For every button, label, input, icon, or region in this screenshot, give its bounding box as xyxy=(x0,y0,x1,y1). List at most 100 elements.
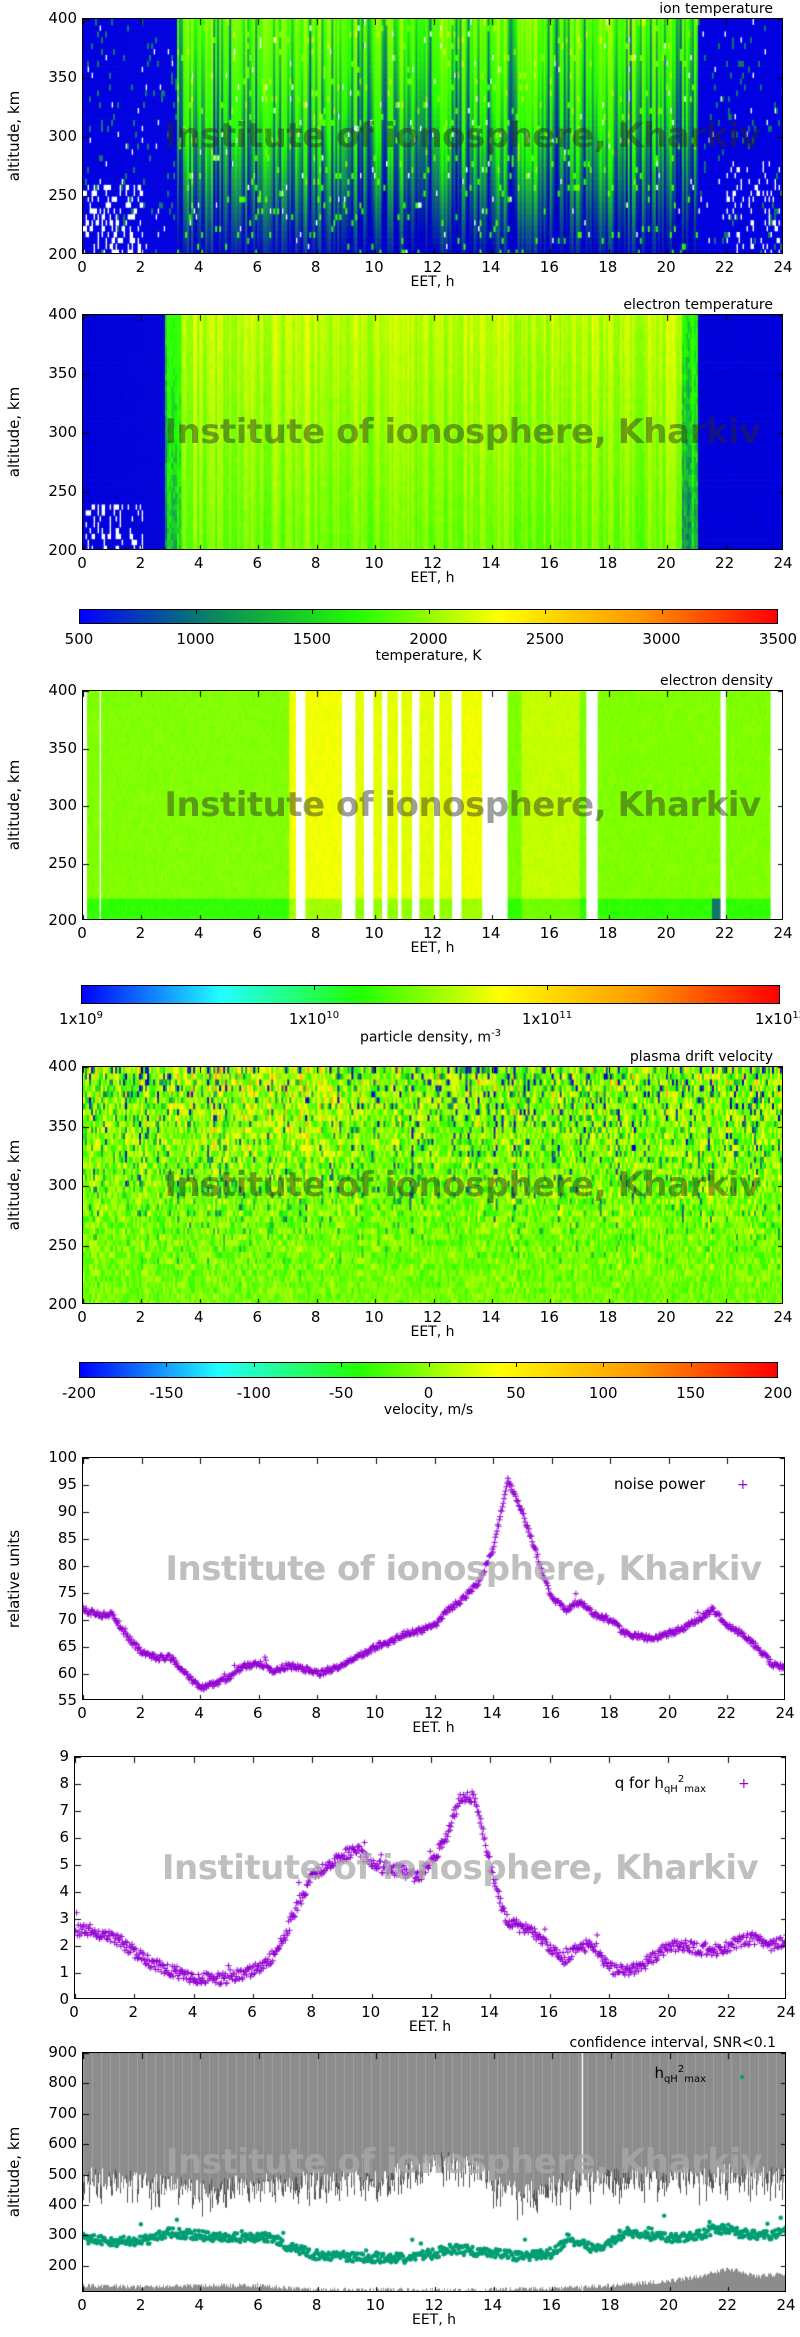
legend-sub: qH xyxy=(663,1784,678,1795)
colorbar-tick xyxy=(547,986,548,990)
colorbar-tick xyxy=(314,986,315,990)
legend-sup: 2 xyxy=(677,1774,685,1785)
y-tick-label: 8 xyxy=(59,1774,69,1792)
y-tick-label: 350 xyxy=(48,364,77,382)
y-tick-label: 200 xyxy=(48,1295,77,1313)
x-tick-label: 0 xyxy=(77,1308,87,1326)
x-tick-label: 4 xyxy=(194,1704,204,1722)
x-tick-label: 18 xyxy=(598,924,618,942)
y-axis-label: altitude, km xyxy=(5,2126,23,2218)
colorbar-tick xyxy=(253,1363,255,1367)
x-tick-label: 0 xyxy=(77,1704,87,1722)
x-tick-label: 2 xyxy=(135,258,146,276)
colorbar-tick xyxy=(166,1363,168,1367)
x-tick-label: 16 xyxy=(539,924,559,942)
x-tick-label: 8 xyxy=(311,2296,322,2314)
plot-canvas xyxy=(83,315,782,549)
x-tick-label: 4 xyxy=(194,924,204,942)
colorbar-tick xyxy=(341,1363,343,1367)
colorbar-velocity-colorbar xyxy=(79,1362,778,1378)
y-tick-label: 350 xyxy=(48,738,77,757)
colorbar-label-exponent: -3 xyxy=(491,1028,502,1039)
colorbar-tick xyxy=(661,610,663,614)
x-tick-label: 8 xyxy=(310,554,321,572)
x-tick-label: 18 xyxy=(598,258,618,276)
x-tick-label: 14 xyxy=(481,1308,501,1326)
chart-title: ion temperature xyxy=(659,1,773,17)
x-tick-label: 14 xyxy=(482,1704,502,1722)
colorbar-tick xyxy=(515,1363,517,1367)
x-tick-label: 24 xyxy=(775,1704,795,1722)
x-tick-label: 18 xyxy=(599,1704,619,1722)
y-tick-label: 75 xyxy=(57,1583,77,1601)
x-tick-label: 24 xyxy=(776,2003,796,2021)
y-tick-label: 250 xyxy=(48,853,77,872)
plot-area-plasma-drift-velocity xyxy=(82,1066,783,1304)
tick-exponent: 12 xyxy=(792,1010,800,1021)
colorbar-tick-label: 3000 xyxy=(642,630,681,648)
x-tick-label: 24 xyxy=(773,924,793,942)
colorbar-tick-label: 500 xyxy=(64,630,94,648)
x-tick-label: 6 xyxy=(252,924,263,942)
legend-entry: noise power xyxy=(614,1475,705,1493)
plot-area-q-for-h xyxy=(74,1756,786,1999)
y-tick-label: 400 xyxy=(48,1057,77,1075)
y-tick-label: 350 xyxy=(48,1116,77,1135)
x-tick-label: 8 xyxy=(310,1308,321,1326)
colorbar-tick xyxy=(312,610,313,614)
x-tick-label: 8 xyxy=(311,1704,322,1722)
x-tick-label: 20 xyxy=(658,1704,678,1722)
y-tick-label: 60 xyxy=(57,1664,77,1682)
x-tick-label: 10 xyxy=(364,1308,384,1326)
tick-base: 1x10 xyxy=(754,1010,793,1028)
colorbar-label: temperature, K xyxy=(375,648,481,664)
y-tick-label: 400 xyxy=(48,305,77,323)
colorbar-tick xyxy=(545,610,546,614)
plot-area-noise-power xyxy=(82,1457,785,1700)
x-tick-label: 6 xyxy=(252,1704,263,1722)
x-tick-label: 16 xyxy=(539,2003,559,2021)
y-axis-label: altitude, km xyxy=(5,1139,23,1231)
x-tick-label: 20 xyxy=(656,258,676,276)
x-tick-label: 14 xyxy=(481,924,501,942)
x-tick-label: 24 xyxy=(773,1308,793,1326)
colorbar-label-text: particle density, m xyxy=(359,1029,492,1046)
x-tick-label: 6 xyxy=(253,2296,263,2314)
x-tick-label: 2 xyxy=(135,1308,146,1326)
x-tick-label: 12 xyxy=(423,1704,444,1722)
y-tick-label: 7 xyxy=(59,1801,69,1819)
colorbar-tick-label: -200 xyxy=(61,1384,97,1402)
y-tick-label: 95 xyxy=(57,1475,77,1493)
x-tick-label: 12 xyxy=(422,1308,443,1326)
chart-title: electron density xyxy=(660,673,773,689)
y-tick-label: 100 xyxy=(48,1448,77,1466)
x-axis-label: EET. h xyxy=(412,1720,455,1736)
y-tick-label: 350 xyxy=(48,68,77,86)
x-tick-label: 4 xyxy=(187,2003,198,2021)
x-tick-label: 18 xyxy=(600,2296,620,2314)
x-tick-label: 4 xyxy=(194,2296,205,2314)
chart-title: plasma drift velocity xyxy=(629,1049,773,1065)
y-tick-label: 700 xyxy=(48,2103,77,2122)
x-axis-label: EET. h xyxy=(408,2019,452,2035)
y-tick-label: 80 xyxy=(57,1556,77,1574)
plot-area-electron-temperature xyxy=(82,314,783,550)
plot-area-ion-temperature xyxy=(82,18,783,254)
x-tick-label: 6 xyxy=(252,1308,263,1326)
y-tick-label: 300 xyxy=(48,423,77,441)
x-tick-label: 14 xyxy=(481,554,501,572)
colorbar-tick-label: 150 xyxy=(676,1384,705,1402)
x-tick-label: 2 xyxy=(135,554,146,572)
colorbar-tick-label: 1x1012 xyxy=(755,1010,800,1028)
colorbar-tick-label: 1000 xyxy=(176,630,215,648)
x-tick-label: 16 xyxy=(541,1704,561,1722)
x-axis-label: EET, h xyxy=(410,1324,455,1340)
plot-canvas xyxy=(83,2053,785,2291)
colorbar-label-text: temperature, K xyxy=(375,648,482,664)
x-tick-label: 22 xyxy=(717,2003,737,2021)
tick-exponent: 10 xyxy=(326,1010,340,1021)
x-tick-label: 22 xyxy=(715,924,735,942)
y-axis-label: altitude, km xyxy=(5,386,23,478)
colorbar-tick-label: 1x1011 xyxy=(522,1010,572,1028)
legend-entry: hqH2max xyxy=(654,2064,706,2085)
